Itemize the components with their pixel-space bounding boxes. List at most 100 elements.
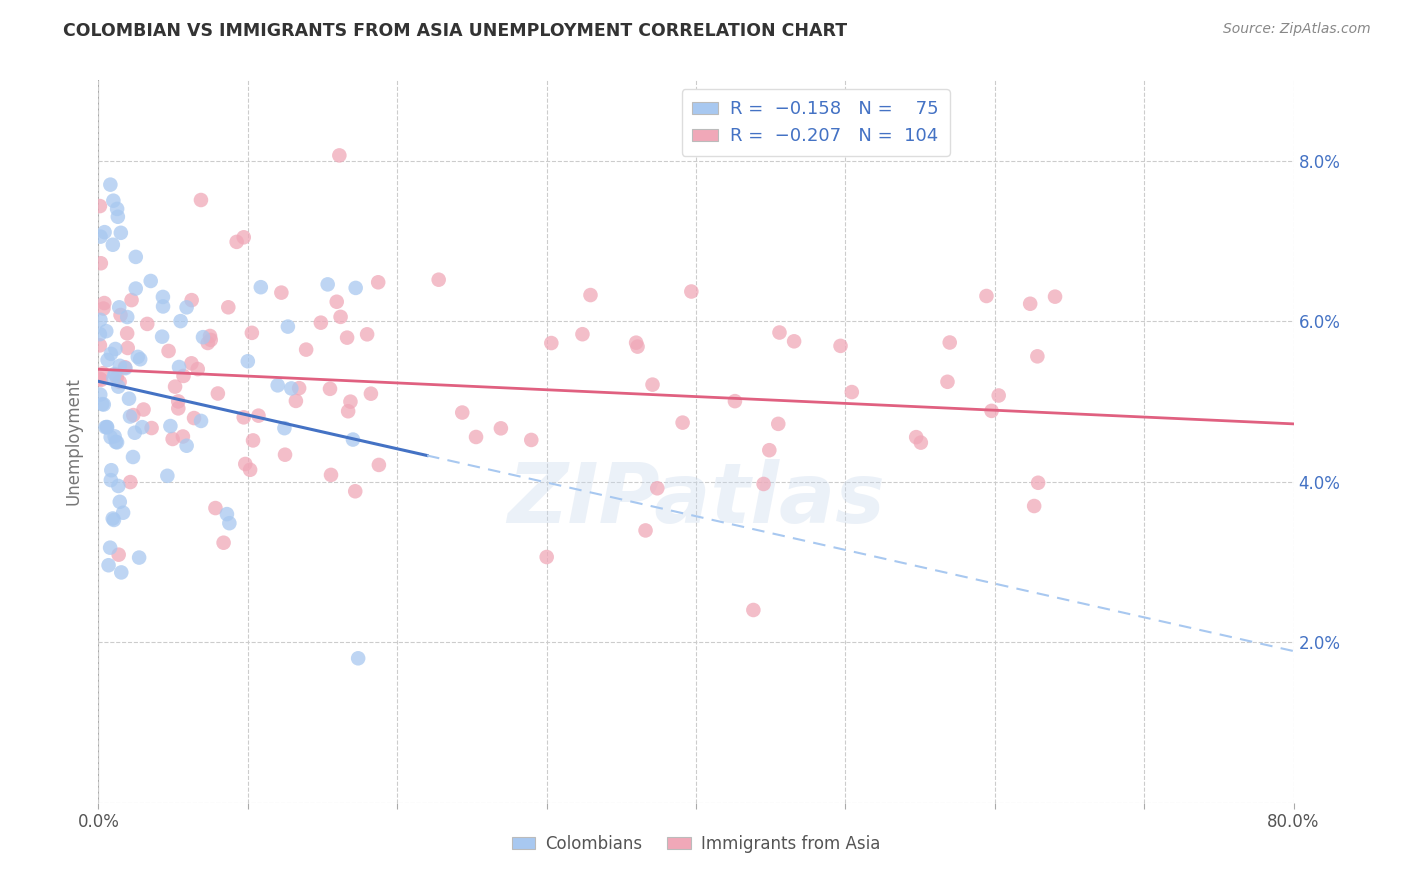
Point: [162, 432, 184, 446]
Point: [90, 373, 112, 387]
Point: [129, 352, 152, 367]
Point: [239, 463, 262, 477]
Point: [93, 301, 115, 316]
Point: [100, 463, 122, 477]
Point: [96, 420, 118, 434]
Point: [105, 202, 128, 216]
Point: [104, 342, 127, 356]
Point: [89, 338, 111, 352]
Point: [783, 334, 806, 349]
Point: [328, 148, 350, 162]
Point: [122, 408, 145, 422]
Point: [634, 524, 657, 538]
Point: [96, 324, 118, 338]
Point: [337, 404, 360, 418]
Point: [198, 329, 221, 343]
Point: [121, 293, 143, 307]
Point: [536, 549, 558, 564]
Point: [207, 386, 229, 401]
Point: [344, 484, 367, 499]
Point: [165, 379, 187, 393]
Point: [176, 301, 198, 315]
Point: [427, 273, 450, 287]
Point: [94, 420, 117, 434]
Point: [96, 420, 118, 434]
Point: [191, 330, 214, 344]
Point: [120, 475, 142, 489]
Text: COLOMBIAN VS IMMIGRANTS FROM ASIA UNEMPLOYMENT CORRELATION CHART: COLOMBIAN VS IMMIGRANTS FROM ASIA UNEMPL…: [63, 22, 848, 40]
Point: [319, 467, 342, 482]
Point: [108, 301, 131, 315]
Point: [132, 402, 155, 417]
Point: [360, 386, 382, 401]
Point: [152, 290, 174, 304]
Point: [117, 341, 139, 355]
Point: [93, 397, 115, 411]
Point: [938, 335, 960, 350]
Point: [758, 443, 780, 458]
Legend: Colombians, Immigrants from Asia: Colombians, Immigrants from Asia: [505, 828, 887, 860]
Point: [89, 327, 111, 342]
Point: [1024, 499, 1046, 513]
Point: [936, 375, 959, 389]
Point: [108, 359, 131, 373]
Point: [830, 339, 852, 353]
Point: [125, 250, 148, 264]
Point: [367, 458, 389, 472]
Point: [141, 421, 163, 435]
Point: [267, 378, 290, 392]
Point: [316, 277, 339, 292]
Point: [626, 340, 648, 354]
Point: [131, 420, 153, 434]
Point: [987, 388, 1010, 402]
Point: [1019, 297, 1042, 311]
Point: [104, 429, 127, 443]
Point: [336, 331, 359, 345]
Point: [125, 282, 148, 296]
Point: [325, 294, 347, 309]
Point: [103, 194, 125, 208]
Point: [342, 433, 364, 447]
Point: [98, 178, 122, 192]
Point: [150, 329, 173, 343]
Point: [172, 429, 194, 443]
Point: [232, 230, 254, 244]
Point: [270, 285, 292, 300]
Point: [309, 316, 332, 330]
Point: [288, 381, 311, 395]
Point: [242, 434, 264, 448]
Point: [233, 457, 256, 471]
Point: [100, 473, 122, 487]
Point: [910, 435, 932, 450]
Point: [347, 651, 370, 665]
Point: [339, 394, 361, 409]
Point: [100, 347, 122, 361]
Point: [107, 548, 129, 562]
Point: [107, 210, 129, 224]
Point: [752, 477, 775, 491]
Point: [156, 468, 179, 483]
Point: [115, 326, 138, 341]
Point: [344, 281, 367, 295]
Point: [114, 360, 136, 375]
Point: [98, 541, 121, 555]
Point: [641, 377, 664, 392]
Point: [451, 405, 474, 419]
Point: [1043, 290, 1066, 304]
Point: [217, 300, 239, 314]
Point: [103, 513, 125, 527]
Point: [107, 379, 129, 393]
Point: [128, 550, 150, 565]
Point: [124, 425, 146, 440]
Point: [118, 392, 141, 406]
Point: [100, 430, 122, 444]
Point: [169, 314, 191, 328]
Point: [136, 317, 159, 331]
Point: [319, 382, 342, 396]
Point: [681, 285, 703, 299]
Point: [232, 410, 254, 425]
Point: [127, 350, 149, 364]
Point: [112, 506, 135, 520]
Point: [190, 193, 212, 207]
Point: [108, 495, 131, 509]
